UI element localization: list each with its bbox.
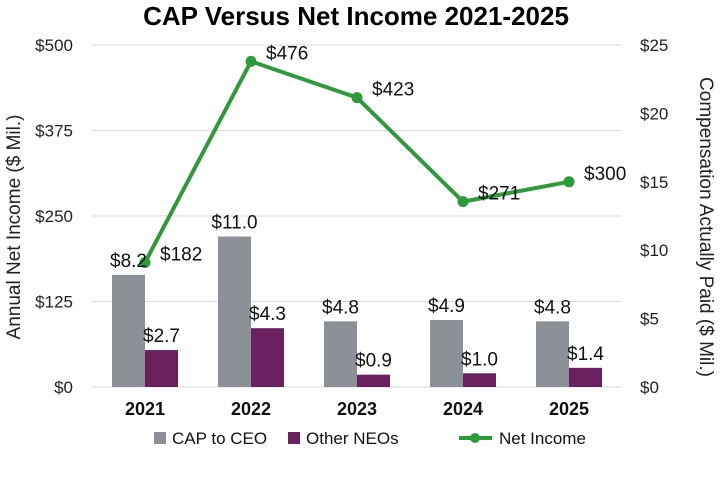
data-label-cap-to-ceo: $8.2 — [110, 251, 147, 272]
category-label: 2022 — [231, 399, 271, 419]
bar-cap-to-ceo-2021 — [112, 274, 145, 387]
legend: CAP to CEO Other NEOs Net Income — [154, 429, 586, 448]
left-axis-label: Annual Net Income ($ Mil.) — [4, 115, 25, 340]
right-tick-label: $0 — [640, 378, 659, 397]
gridlines — [92, 44, 622, 388]
data-label-other-neos: $2.7 — [143, 326, 180, 347]
net-income-point — [351, 92, 363, 104]
bar-cap-to-ceo-2023 — [324, 321, 357, 387]
bar-other-neos-2021 — [145, 350, 178, 387]
left-tick-label: $125 — [35, 293, 73, 312]
bars — [112, 236, 602, 387]
data-label-net-income: $423 — [372, 80, 414, 101]
chart-title: CAP Versus Net Income 2021-2025 — [143, 1, 569, 31]
bar-cap-to-ceo-2025 — [536, 321, 569, 387]
bar-cap-to-ceo-2024 — [430, 319, 463, 387]
left-tick-label: $375 — [35, 122, 73, 141]
net-income-point — [457, 196, 469, 208]
net-income-line — [143, 59, 570, 264]
data-label-other-neos: $4.3 — [249, 304, 286, 325]
right-axis-label: Compensation Actually Paid ($ Mil.) — [695, 77, 716, 377]
legend-swatch-other-neos — [288, 432, 300, 444]
bar-other-neos-2024 — [463, 373, 496, 387]
category-label: 2024 — [443, 399, 483, 419]
left-tick-label: $250 — [35, 207, 73, 226]
data-label-net-income: $476 — [266, 43, 308, 64]
legend-swatch-cap-to-ceo — [154, 432, 166, 444]
data-label-other-neos: $1.0 — [461, 349, 498, 370]
left-axis-ticks: $0 $125 $250 $375 $500 — [35, 36, 73, 397]
category-labels: 2021 2022 2023 2024 2025 — [125, 399, 589, 419]
net-income-point — [245, 55, 257, 67]
data-label-cap-to-ceo: $11.0 — [211, 213, 257, 234]
legend-label-net-income: Net Income — [499, 429, 586, 448]
right-tick-label: $25 — [640, 36, 668, 55]
bar-other-neos-2025 — [569, 367, 602, 387]
net-income-point — [563, 176, 575, 188]
left-tick-label: $0 — [54, 378, 73, 397]
right-tick-label: $15 — [640, 173, 668, 192]
data-label-cap-to-ceo: $4.8 — [534, 297, 571, 318]
data-label-cap-to-ceo: $4.9 — [428, 296, 465, 317]
right-tick-label: $20 — [640, 104, 668, 123]
data-label-net-income: $300 — [584, 164, 626, 185]
category-label: 2025 — [549, 399, 589, 419]
data-label-cap-to-ceo: $4.8 — [322, 297, 359, 318]
bar-other-neos-2022 — [251, 328, 284, 387]
legend-marker-net-income — [470, 433, 480, 443]
net-income-point — [139, 257, 151, 269]
data-labels: $8.2 $2.7 $11.0 $4.3 $4.8 $0.9 $4.9 $1.0 $4.8 $1.… — [110, 43, 626, 371]
bar-other-neos-2023 — [357, 374, 390, 387]
right-axis-ticks: $0 $5 $10 $15 $20 $25 — [640, 36, 668, 397]
right-tick-label: $5 — [640, 310, 659, 329]
category-label: 2021 — [125, 399, 165, 419]
net-income-line-layer — [139, 55, 575, 269]
legend-label-other-neos: Other NEOs — [306, 429, 399, 448]
data-label-net-income: $271 — [478, 184, 520, 205]
data-label-other-neos: $0.9 — [355, 351, 392, 372]
legend-label-cap-to-ceo: CAP to CEO — [172, 429, 267, 448]
left-tick-label: $500 — [35, 36, 73, 55]
category-label: 2023 — [337, 399, 377, 419]
right-tick-label: $10 — [640, 241, 668, 260]
data-label-other-neos: $1.4 — [567, 344, 604, 365]
bar-cap-to-ceo-2022 — [218, 236, 251, 387]
data-label-net-income: $182 — [160, 245, 202, 266]
